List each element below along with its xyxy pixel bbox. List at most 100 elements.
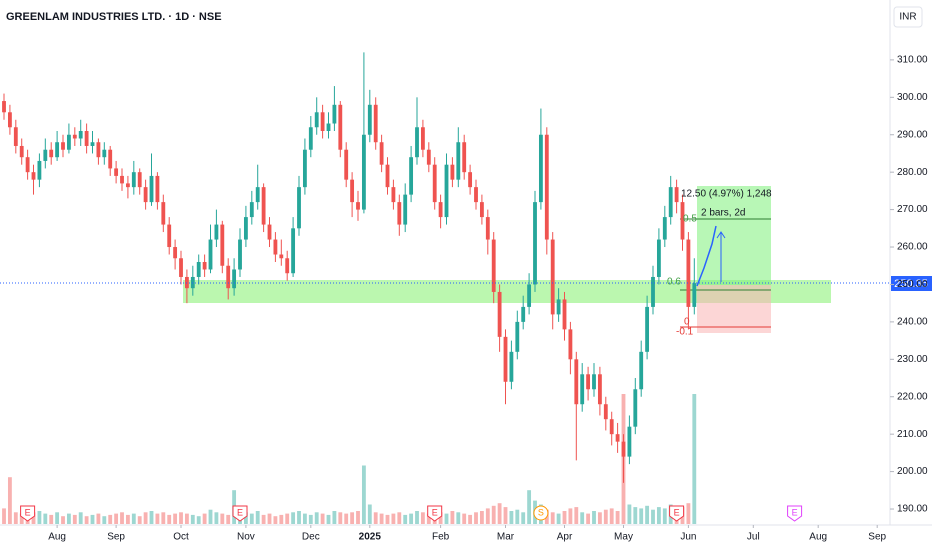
volume-bar [84, 516, 89, 524]
volume-bar [108, 514, 113, 524]
candle-body [143, 187, 148, 203]
candle-body [326, 123, 331, 131]
volume-bar [179, 512, 183, 524]
volume-bar [409, 513, 414, 524]
volume-bar [279, 514, 284, 524]
stop-zone [697, 285, 771, 333]
event-badge [20, 505, 36, 522]
candle-body [308, 127, 313, 150]
volume-bar [397, 512, 402, 524]
volume-bar [391, 513, 396, 524]
candle-body [456, 142, 461, 180]
x-tick-label: Oct [173, 532, 189, 543]
volume-bar [491, 505, 496, 524]
volume-bar [137, 516, 142, 524]
candle-body [645, 306, 650, 352]
candle-body [66, 134, 71, 150]
volume-bar [61, 516, 65, 524]
candle-body [527, 284, 532, 307]
candle-body [102, 149, 107, 158]
candle-body [586, 374, 591, 390]
volume-bar [220, 513, 225, 524]
candle-body [556, 299, 561, 315]
candle-body [297, 187, 301, 229]
candle-body [438, 202, 443, 218]
candle-body [249, 202, 254, 218]
volume-bar [420, 512, 425, 524]
volume-bar [597, 512, 602, 524]
volume-bar [13, 512, 18, 524]
candle-body [550, 239, 555, 315]
volume-bar [120, 512, 124, 524]
currency[interactable]: INR [899, 12, 916, 23]
volume-bar [7, 477, 12, 524]
volume-bar [114, 513, 119, 524]
fib-label: -0.1 [676, 327, 694, 338]
candle-body [462, 142, 467, 173]
volume-bar [592, 511, 596, 524]
volume-bar [568, 508, 573, 524]
volume-bar [651, 509, 655, 524]
volume-bar [645, 505, 650, 524]
volume-bar [184, 513, 189, 524]
candle-body [674, 187, 679, 203]
volume-bar [367, 504, 372, 524]
candle-body [621, 441, 626, 457]
y-tick-label: 230.00 [897, 354, 928, 365]
candle-body [31, 172, 36, 180]
candle-body [149, 175, 154, 203]
last-price-tag [891, 276, 932, 291]
volume-bar [155, 513, 160, 524]
candle-body [497, 291, 502, 337]
candle-body [285, 258, 290, 274]
volume-bar [338, 512, 343, 524]
candle-body [668, 187, 673, 218]
candle-body [78, 131, 83, 139]
x-tick-label: Nov [237, 532, 255, 543]
candle-body [108, 149, 113, 169]
volume-bar [574, 507, 579, 524]
candle-body [179, 258, 183, 277]
volume-bar [226, 514, 231, 524]
candle-body [72, 134, 77, 139]
volume-bar [149, 511, 154, 524]
x-tick-label: Dec [302, 532, 320, 543]
candle-body [662, 217, 667, 240]
projection-path [696, 225, 717, 287]
candle-body [450, 164, 455, 180]
volume-bar [356, 511, 360, 524]
candle-body [155, 175, 160, 203]
x-tick-label: Sep [107, 532, 125, 543]
volume-bar [214, 512, 219, 524]
candle-body [409, 157, 414, 195]
candle-body [137, 172, 142, 188]
volume-bar [556, 513, 561, 524]
volume-bar [255, 511, 260, 524]
volume-bar [468, 514, 473, 524]
chart-title: GREENLAM INDUSTRIES LTD. · 1D · NSE [6, 11, 222, 23]
volume-bar [267, 513, 272, 524]
candle-body [120, 175, 124, 184]
candle-body [43, 149, 48, 161]
candle-body [167, 224, 172, 248]
event-label: E [792, 507, 798, 517]
volume-bar [196, 516, 201, 524]
candle-body [468, 172, 473, 188]
volume-bar [550, 512, 555, 524]
volume-bar [308, 514, 313, 524]
volume-bar [72, 514, 77, 524]
candle-body [633, 389, 638, 427]
volume-bar [190, 514, 195, 524]
volume-bar [43, 513, 48, 524]
candle-body [131, 172, 136, 188]
candle-body [173, 247, 178, 259]
currency-button[interactable] [893, 6, 923, 28]
volume-bar [344, 513, 349, 524]
candle-body [420, 127, 425, 150]
volume-bar [615, 511, 620, 524]
volume-bar [527, 490, 532, 524]
candle-body [521, 306, 526, 322]
candle-body [37, 160, 42, 180]
volume-bar [509, 511, 514, 524]
volume-bar [497, 503, 502, 524]
